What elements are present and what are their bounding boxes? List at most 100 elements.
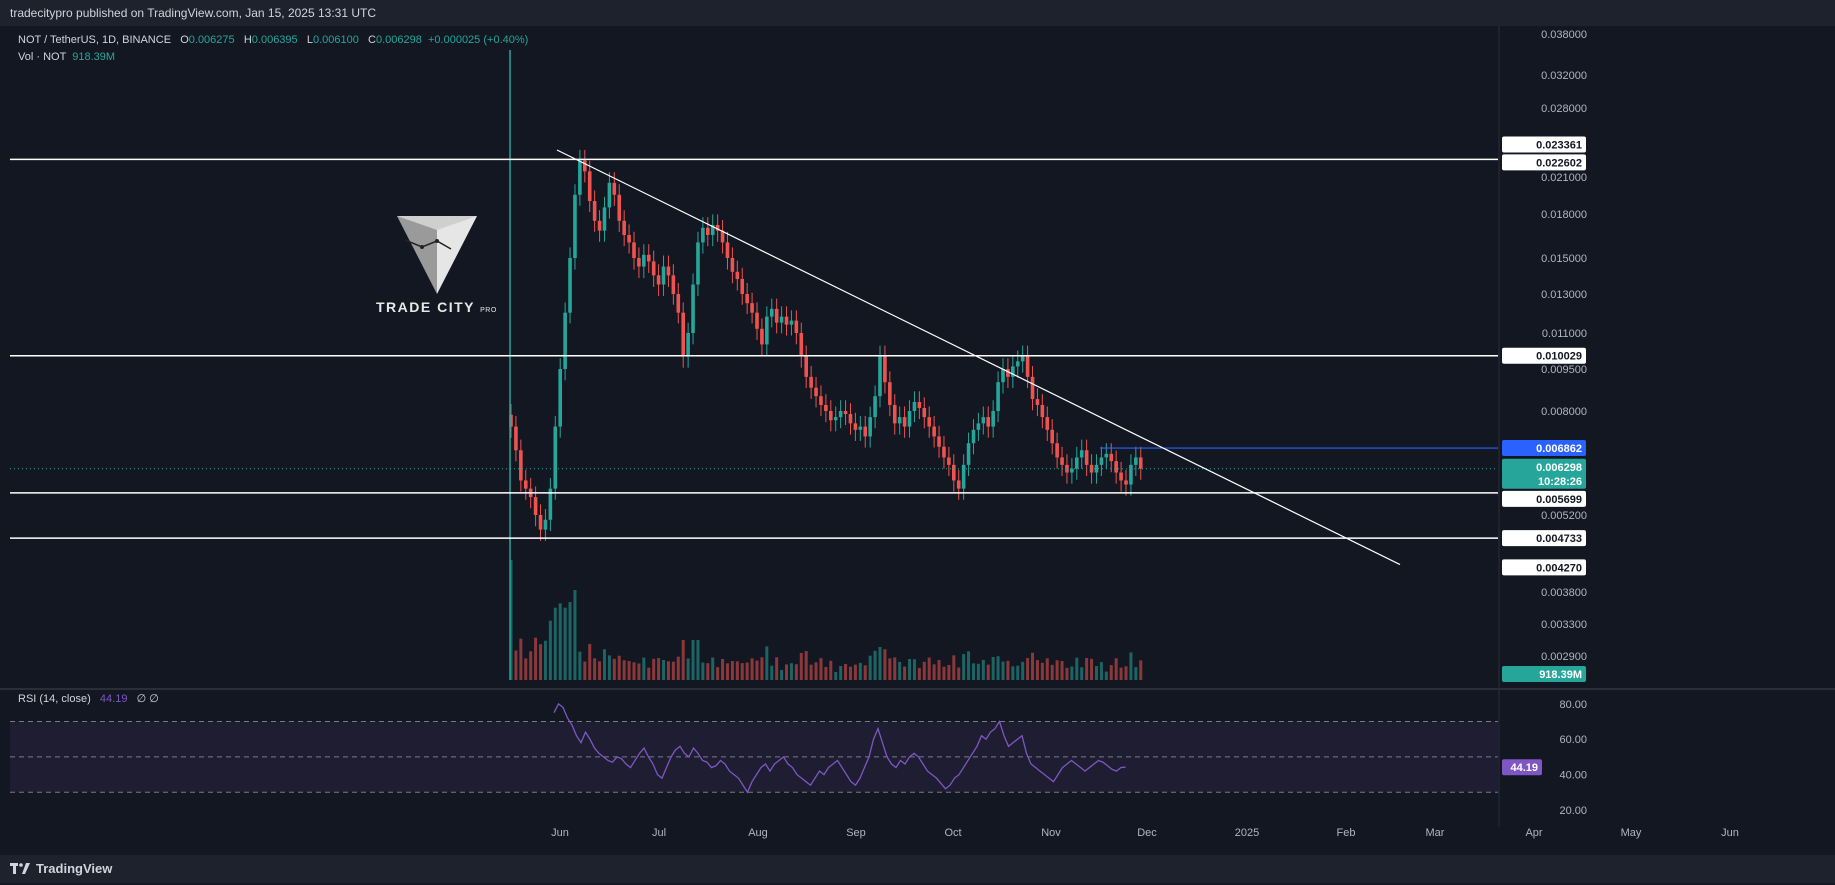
candle-body (1099, 457, 1104, 465)
candle-body (661, 266, 666, 285)
volume-bar (588, 643, 592, 680)
candle-body (897, 417, 902, 424)
x-tick-label: Apr (1525, 827, 1542, 839)
high-label: H (243, 34, 252, 46)
close-label: C (368, 34, 376, 46)
candle-body (1055, 443, 1059, 458)
x-tick-label: Oct (944, 827, 961, 839)
candle-body (514, 426, 518, 451)
volume-bar (942, 666, 946, 680)
volume-bar (671, 661, 675, 680)
candle-body (809, 376, 813, 388)
candle-body (642, 254, 646, 267)
volume-bar (642, 657, 646, 680)
volume-bar (666, 661, 670, 680)
candle-body (1050, 429, 1054, 444)
volume-bar (573, 590, 577, 680)
price-legend: NOT / TetherUS, 1D, BINANCE O0.006275 H0… (18, 34, 528, 46)
candle-body (706, 227, 710, 235)
volume-bar (711, 657, 715, 680)
volume-bar (976, 663, 980, 680)
candle-body (681, 312, 685, 357)
candle-body (892, 404, 897, 424)
rsi-label[interactable]: RSI (14, close) (18, 693, 91, 705)
candle-body (676, 294, 681, 313)
tradingview-brand[interactable]: TradingView (10, 855, 112, 883)
candle-body (568, 258, 572, 313)
volume-bar (932, 664, 936, 680)
volume-bar (789, 663, 793, 680)
volume-bar (1026, 658, 1030, 680)
candle-body (1075, 457, 1079, 469)
price-tick-label: 0.005200 (1541, 510, 1587, 522)
candle-body (814, 387, 818, 397)
x-tick-label: Sep (846, 827, 866, 839)
price-label-box (1502, 530, 1586, 547)
candle-body (981, 417, 986, 424)
rsi-value-box (1502, 759, 1542, 776)
logo-suffix: PRO (480, 307, 497, 314)
volume-bar (602, 649, 606, 680)
candle-body (573, 194, 577, 258)
volume-bar (1129, 652, 1133, 680)
price-tick-label: 0.032000 (1541, 70, 1587, 82)
price-label-box (1502, 458, 1586, 475)
open-label: O (180, 34, 189, 46)
candle-body (632, 242, 636, 258)
candle-body (986, 417, 991, 427)
volume-bar (1040, 662, 1044, 680)
candle-body (927, 417, 931, 427)
x-tick-label: Aug (748, 827, 768, 839)
brand-name: TradingView (36, 861, 113, 876)
candle-body (952, 464, 956, 481)
volume-bar (883, 649, 887, 680)
rsi-tick-label: 40.00 (1559, 770, 1587, 782)
volume-label[interactable]: Vol · NOT (18, 51, 67, 63)
volume-bar (794, 664, 798, 680)
volume-bar (804, 651, 808, 680)
symbol-label[interactable]: NOT / TetherUS, 1D, BINANCE (18, 34, 172, 46)
volume-bar (1124, 666, 1128, 680)
candle-body (583, 160, 587, 172)
price-tick-label: 0.028000 (1541, 103, 1587, 115)
volume-bar (534, 637, 538, 680)
candle-body (774, 308, 779, 323)
volume-bar (844, 663, 848, 680)
price-label-text: 0.023361 (1536, 139, 1582, 151)
candle-body (612, 182, 617, 195)
candle-body (637, 258, 641, 267)
price-tick-label: 0.011000 (1542, 328, 1587, 340)
volume-bar (612, 658, 616, 680)
price-label-text: 0.010029 (1536, 351, 1582, 363)
volume-bar (962, 654, 966, 680)
price-label-box (1502, 490, 1586, 507)
rsi-tick-label: 60.00 (1559, 734, 1587, 746)
price-label-text: 0.004733 (1536, 533, 1582, 545)
volume-bar (1085, 658, 1089, 680)
volume-bar (1114, 658, 1118, 680)
candle-body (769, 308, 774, 317)
logo-name: TRADE CITY (376, 299, 475, 315)
candle-body (696, 242, 700, 285)
candle-body (1030, 376, 1035, 400)
candle-body (730, 258, 735, 272)
candle-body (829, 411, 833, 421)
price-tick-label: 0.003800 (1541, 587, 1587, 599)
candle-body (1094, 464, 1099, 473)
price-tick-label: 0.018000 (1541, 209, 1587, 221)
volume-bar (917, 668, 921, 680)
candle-body (587, 171, 592, 202)
candle-body (878, 356, 882, 397)
price-label-box (1502, 154, 1586, 171)
candle-body (917, 402, 922, 408)
price-tick-label: 0.002900 (1541, 651, 1587, 663)
candle-body (602, 207, 607, 231)
volume-bar (1094, 666, 1098, 680)
volume-bar (981, 659, 985, 680)
volume-bar (553, 607, 557, 680)
candle-body (956, 480, 961, 489)
volume-bar (1080, 667, 1084, 680)
price-label-text: 0.004270 (1536, 562, 1582, 574)
volume-bar (1134, 667, 1138, 680)
